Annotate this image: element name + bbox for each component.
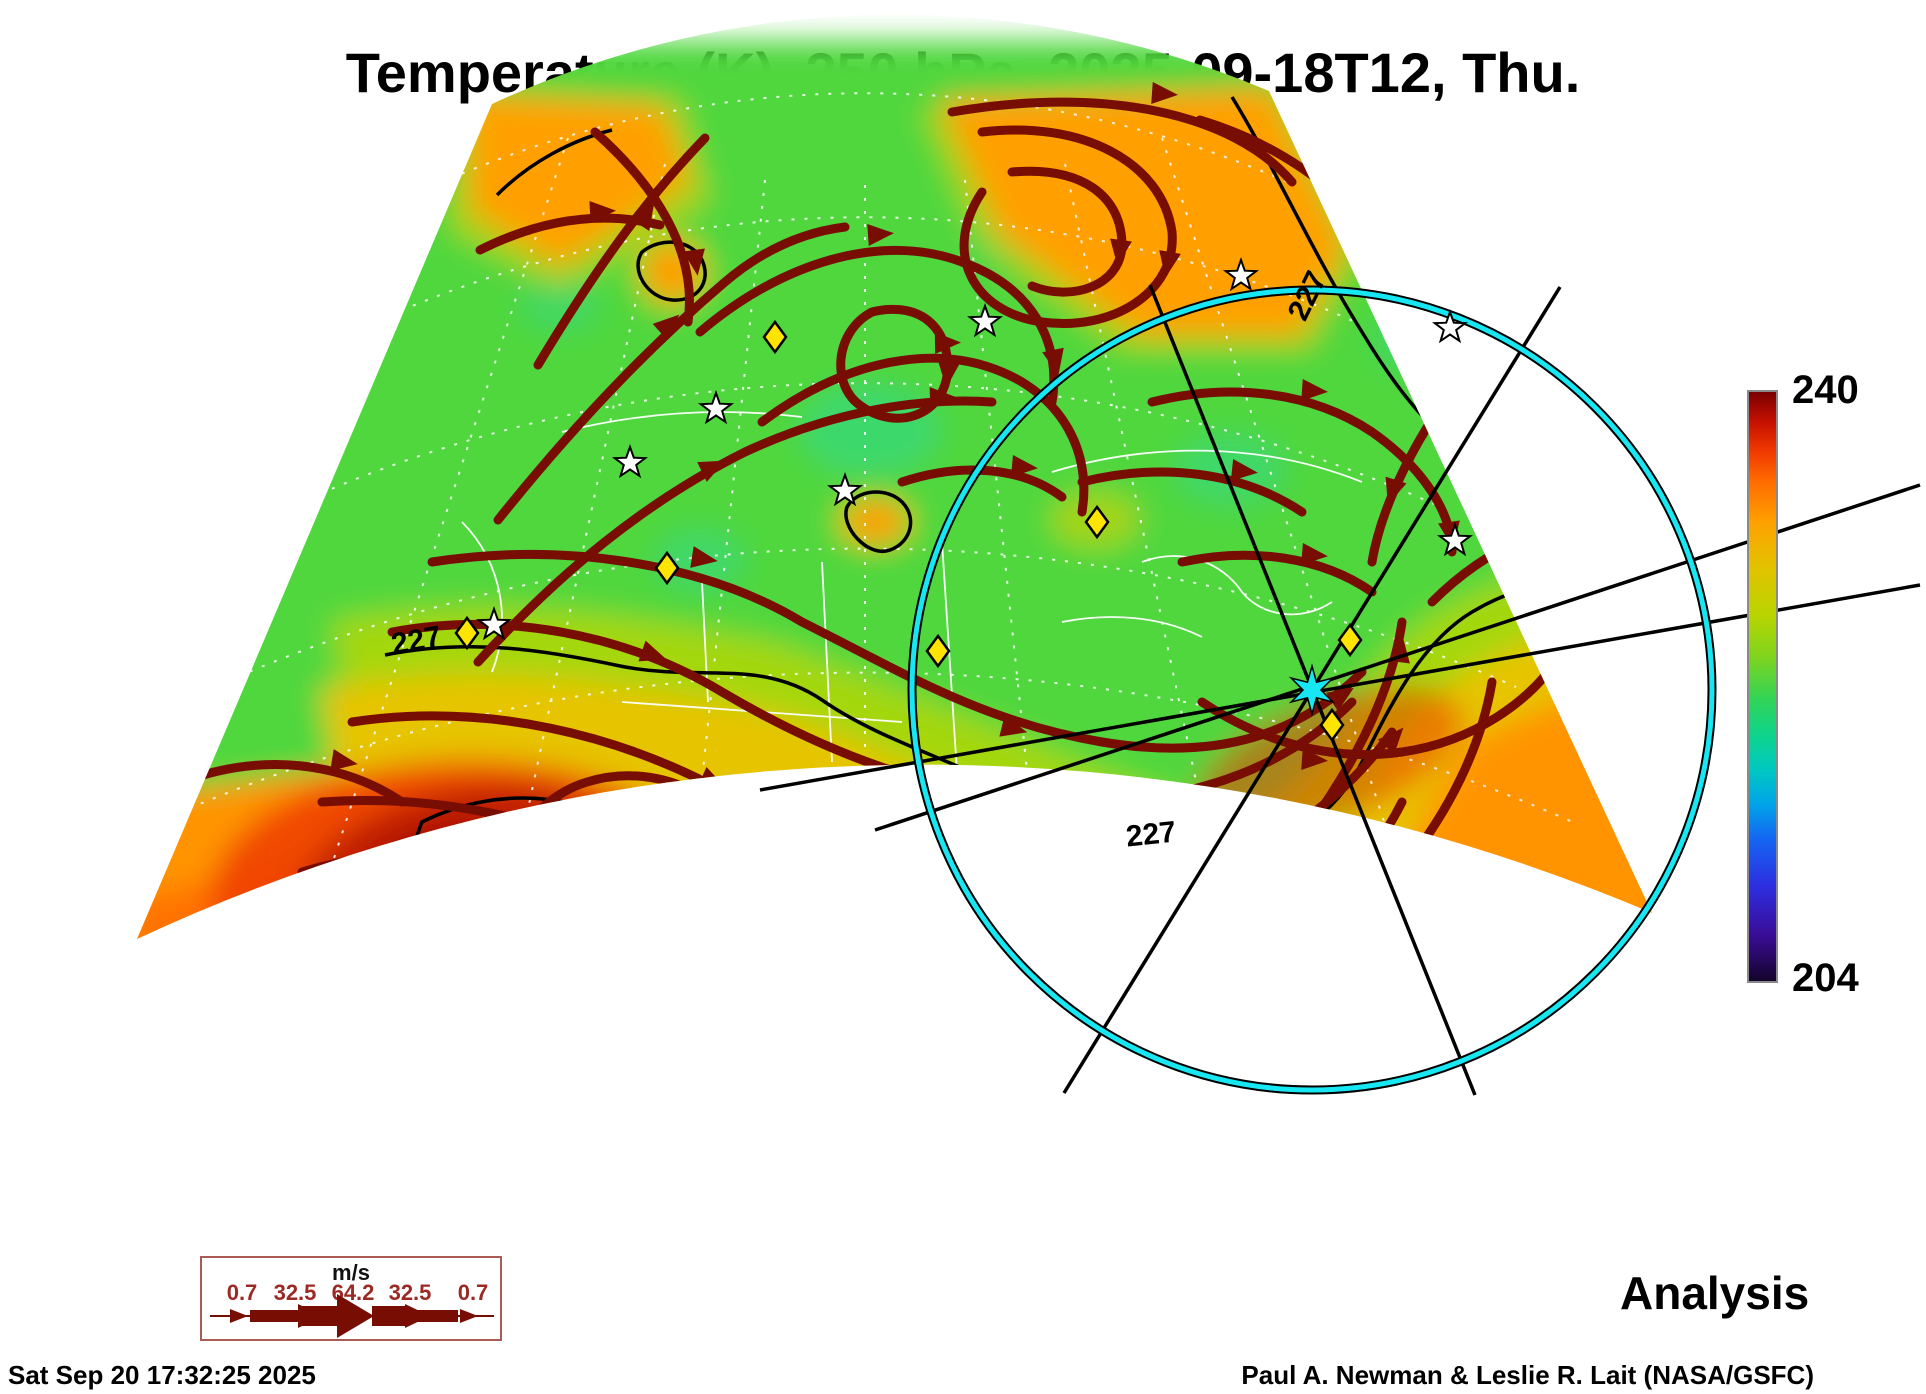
station-star-marker <box>697 390 735 425</box>
legend-value: 32.5 <box>273 1280 317 1305</box>
station-star-marker <box>1431 309 1469 344</box>
legend-value: 32.5 <box>388 1280 432 1305</box>
station-diamond-marker <box>1319 707 1345 743</box>
station-star-marker <box>1222 257 1260 292</box>
station-star-marker <box>475 606 513 641</box>
graticule <box>152 92 1578 940</box>
station-star-marker <box>611 444 649 479</box>
wind-speed-legend: m/s 0.7 32.5 64.2 32.5 0.7 <box>200 1256 502 1341</box>
credit-line: Paul A. Newman & Leslie R. Lait (NASA/GS… <box>1241 1360 1814 1390</box>
center-star-icon <box>1288 663 1336 717</box>
legend-units-label: m/s <box>332 1260 370 1285</box>
colorbar-min-label: 204 <box>1792 956 1859 1000</box>
colorbar <box>1747 390 1778 983</box>
station-diamond-marker <box>454 615 480 651</box>
center-star-marker <box>1288 663 1336 717</box>
station-star-marker <box>826 472 864 507</box>
wind-arrow-glyph <box>210 1294 494 1338</box>
legend-value: 0.7 <box>457 1280 489 1305</box>
diamond-markers <box>454 319 1363 743</box>
range-ring-circle <box>907 285 1717 1095</box>
legend-value: 0.7 <box>226 1280 258 1305</box>
station-diamond-marker <box>1337 622 1363 658</box>
station-diamond-marker <box>1084 504 1110 540</box>
station-diamond-marker <box>654 550 680 586</box>
colorbar-max-label: 240 <box>1792 368 1859 412</box>
contour-value-label: 227 <box>1124 816 1177 854</box>
star-markers <box>475 257 1474 641</box>
timestamp: Sat Sep 20 17:32:25 2025 <box>8 1360 316 1390</box>
mode-label: Analysis <box>1620 1267 1810 1319</box>
station-diamond-marker <box>925 633 951 669</box>
station-star-marker <box>966 303 1004 338</box>
station-star-marker <box>1436 522 1474 557</box>
station-diamond-marker <box>762 319 788 355</box>
